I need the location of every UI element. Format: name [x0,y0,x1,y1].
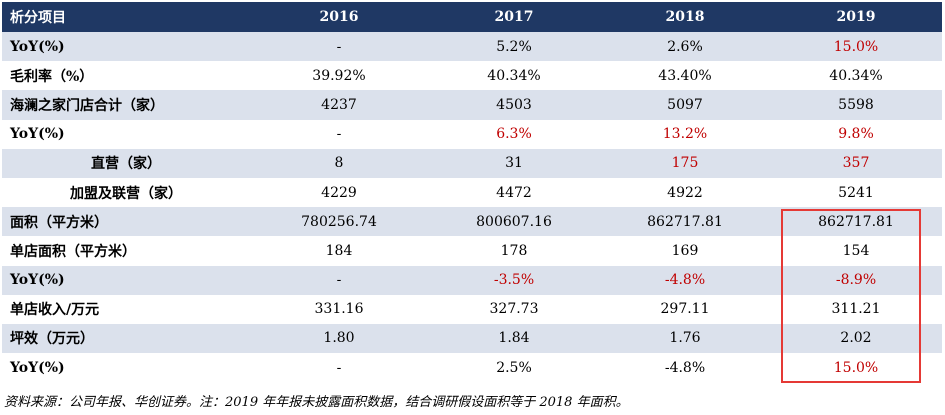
table-row: 单店面积（平方米） 184 178 169 154 [2,236,942,265]
table-cell: 8 [334,155,344,172]
table-cell: 6.3% [496,126,532,143]
table-cell: 5241 [838,184,874,201]
table-cell: 31 [505,155,523,172]
table-cell: 4472 [496,184,532,201]
table-cell: -3.5% [493,272,535,289]
table-cell: 40.34% [487,67,541,84]
table-row: 毛利率（%） 39.92% 40.34% 43.40% 40.34% [2,61,942,90]
table-cell: 4229 [321,184,357,201]
table-row: 海澜之家门店合计（家） 4237 4503 5097 5598 [2,90,942,120]
table-cell: 862717.81 [818,213,894,230]
row-label: YoY(%) [10,38,65,55]
table-cell: 184 [325,242,353,259]
header-year-2019: 2019 [836,9,876,25]
table-row: YoY(%) - -3.5% -4.8% -8.9% [2,265,942,295]
table-cell: 4922 [667,184,703,201]
table-cell: 39.92% [312,67,366,84]
table-cell: 800607.16 [476,213,552,230]
table-cell: 2.6% [667,38,703,55]
table-cell: 1.76 [669,330,701,347]
table-cell: 327.73 [489,301,539,318]
row-label: 加盟及联营（家） [70,185,182,202]
header-analysis-item: 析分项目 [10,10,66,26]
table-cell: 4237 [321,96,357,113]
table-row: YoY(%) - 2.5% -4.8% 15.0% [2,353,942,382]
table-row: 单店收入/万元 331.16 327.73 297.11 311.21 [2,295,942,324]
table-row: 坪效（万元） 1.80 1.84 1.76 2.02 [2,323,942,354]
table-cell: -8.9% [835,272,877,289]
highlight-box-2019 [781,209,921,383]
table-cell: - [336,126,342,143]
table-cell: 1.80 [323,330,355,347]
table-cell: 175 [671,155,699,172]
table-cell: 5.2% [496,38,532,55]
table-cell: 9.8% [838,126,874,143]
row-label: 毛利率（%） [10,68,94,85]
table-cell: 169 [671,242,699,259]
table-row: 加盟及联营（家） 4229 4472 4922 5241 [2,178,942,207]
table-row: 直营（家） 8 31 175 357 [2,148,942,178]
table-cell: - [336,359,342,376]
table-cell: - [336,38,342,55]
table-cell: 2.02 [840,330,872,347]
table-row: YoY(%) - 6.3% 13.2% 9.8% [2,120,942,149]
header-year-2018: 2018 [665,9,705,25]
row-label: 单店收入/万元 [10,302,100,319]
table-row: 面积（平方米） 780256.74 800607.16 862717.81 862717… [2,207,942,237]
table-body: YoY(%) - 5.2% 2.6% 15.0% 毛利率（%） 39.92% 40.34% 43… [2,32,942,382]
table-cell: 154 [842,242,870,259]
table-cell: 5097 [667,96,703,113]
table-cell: 5598 [838,96,874,113]
row-label: 面积（平方米） [10,214,108,231]
row-label: 直营（家） [91,156,161,173]
table-cell: 15.0% [833,359,879,376]
row-label: 单店面积（平方米） [10,243,136,260]
row-label: 坪效（万元） [10,331,94,348]
row-label: YoY(%) [10,272,65,289]
table-cell: 40.34% [829,67,883,84]
header-year-2017: 2017 [494,9,534,25]
row-label: YoY(%) [10,359,65,376]
table-cell: 357 [842,155,870,172]
table-cell: 2.5% [496,359,532,376]
table-cell: 43.40% [658,67,712,84]
table-cell: 15.0% [833,38,879,55]
source-note: 资料来源：公司年报、华创证券。注：2019 年年报未披露面积数据，结合调研假设面… [4,395,629,410]
header-year-2016: 2016 [319,9,359,25]
table-cell: 331.16 [314,301,364,318]
row-label: 海澜之家门店合计（家） [10,97,164,114]
table-cell: 862717.81 [647,213,723,230]
table-cell: 780256.74 [301,213,377,230]
table-cell: 311.21 [831,301,881,318]
table-cell: -4.8% [664,359,706,376]
table-cell: 297.11 [660,301,710,318]
financial-analysis-table: 析分项目 2016 2017 2018 2019 YoY(%) - 5.2% 2.6%… [2,2,942,382]
row-label: YoY(%) [10,126,65,143]
table-cell: -4.8% [664,272,706,289]
table-cell: 4503 [496,96,532,113]
table-cell: 1.84 [498,330,530,347]
table-row: YoY(%) - 5.2% 2.6% 15.0% [2,32,942,62]
table-header-row: 析分项目 2016 2017 2018 2019 [2,2,942,32]
table-cell: - [336,272,342,289]
table-cell: 13.2% [662,126,708,143]
table-cell: 178 [500,242,528,259]
